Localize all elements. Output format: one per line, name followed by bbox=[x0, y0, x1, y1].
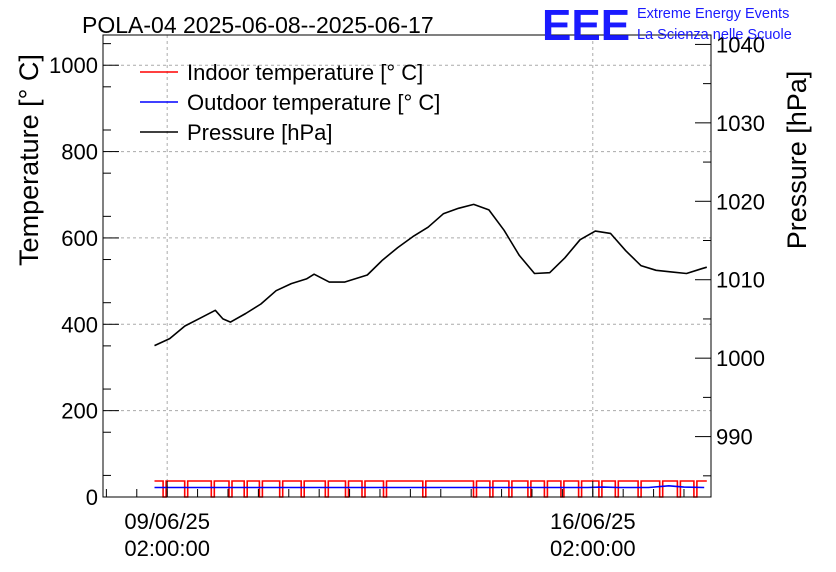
legend-label: Outdoor temperature [° C] bbox=[187, 90, 440, 115]
y-right-tick-label: 990 bbox=[716, 425, 753, 450]
eee-logo: EEE Extreme Energy Events La Scienza nel… bbox=[542, 1, 792, 50]
logo-line-2: La Scienza nelle Scuole bbox=[637, 27, 792, 43]
y-left-tick-label: 600 bbox=[61, 226, 98, 251]
legend-label: Indoor temperature [° C] bbox=[187, 60, 423, 85]
legend-label: Pressure [hPa] bbox=[187, 120, 333, 145]
y-right-tick-label: 1020 bbox=[716, 189, 765, 214]
y-left-tick-label: 1000 bbox=[49, 53, 98, 78]
chart-title: POLA-04 2025-06-08--2025-06-17 bbox=[82, 12, 434, 38]
y-right-tick-label: 1010 bbox=[716, 268, 765, 293]
grid-lines bbox=[103, 35, 711, 497]
x-tick-label-time: 02:00:00 bbox=[550, 536, 636, 561]
series-line-indoor-temperature bbox=[154, 480, 707, 498]
x-tick-label-date: 16/06/25 bbox=[550, 509, 636, 534]
x-tick-label-date: 09/06/25 bbox=[124, 509, 210, 534]
y-left-tick-label: 200 bbox=[61, 399, 98, 424]
legend: Indoor temperature [° C] Outdoor temperat… bbox=[140, 60, 440, 145]
series-line-pressure bbox=[154, 203, 708, 347]
y-right-tick-label: 1000 bbox=[716, 346, 765, 371]
y-left-tick-label: 0 bbox=[86, 485, 98, 510]
y-axis-right-label: Pressure [hPa] bbox=[782, 71, 812, 250]
logo-line-1: Extreme Energy Events bbox=[637, 6, 789, 22]
y-axis-left-label: Temperature [° C] bbox=[14, 54, 44, 266]
x-tick-label-time: 02:00:00 bbox=[124, 536, 210, 561]
y-right-tick-label: 1040 bbox=[716, 32, 765, 57]
y-left-tick-label: 800 bbox=[61, 140, 98, 165]
logo-mark: EEE bbox=[542, 1, 630, 50]
axes: 0 200 400 600 800 1000 990 1000 1010 1020 1030 1040… bbox=[49, 32, 765, 561]
plot-frame bbox=[102, 34, 712, 498]
series-layer bbox=[154, 203, 708, 498]
series-line-outdoor-temperature bbox=[154, 485, 705, 489]
y-right-tick-label: 1030 bbox=[716, 111, 765, 136]
y-left-tick-label: 400 bbox=[61, 312, 98, 337]
